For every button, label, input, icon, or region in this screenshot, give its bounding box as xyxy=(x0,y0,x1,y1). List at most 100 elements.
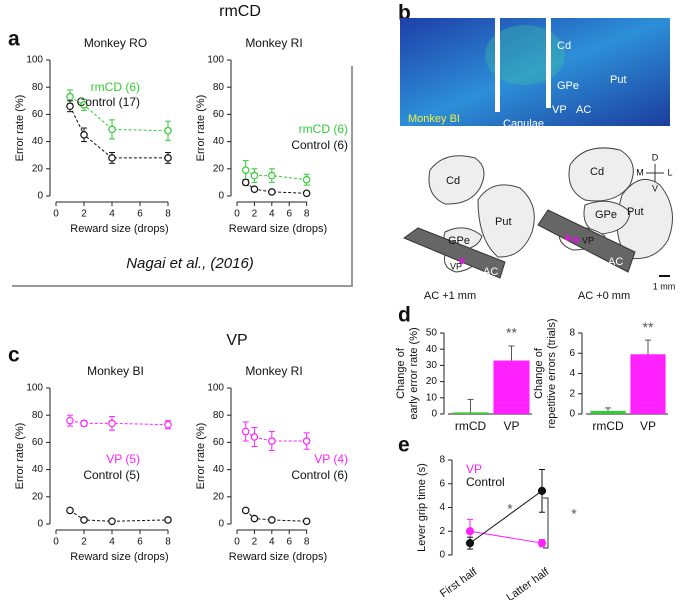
x-tick-label: 6 xyxy=(286,209,292,220)
data-point xyxy=(164,126,172,135)
x-tick-label: rmCD xyxy=(592,419,624,433)
y-tick-label: 40 xyxy=(32,136,44,147)
y-tick-label: 6 xyxy=(439,478,445,489)
series-line xyxy=(69,106,168,159)
data-point xyxy=(80,101,88,109)
image-label: Monkey BI xyxy=(408,113,460,125)
series-line xyxy=(69,509,169,522)
significance: * xyxy=(507,501,513,517)
y-tick-label: 80 xyxy=(213,82,225,93)
injection-site xyxy=(573,237,579,243)
y-tick-label: 0 xyxy=(569,409,575,420)
data-point xyxy=(250,185,259,194)
x-axis-label: Reward size (drops) xyxy=(229,551,327,563)
data-point xyxy=(164,516,172,524)
panel-letter: c xyxy=(8,344,20,367)
legend-label: rmCD (6) xyxy=(91,80,140,94)
y-tick-label: 8 xyxy=(569,328,575,339)
y-tick-label: 20 xyxy=(32,163,44,174)
data-point xyxy=(302,437,311,445)
panel-header: rmCD xyxy=(219,3,261,20)
data-point xyxy=(302,517,311,526)
y-tick-label: 4 xyxy=(569,368,575,379)
panel-header: VP xyxy=(226,332,247,349)
data-point xyxy=(250,433,259,441)
bar xyxy=(452,412,489,414)
y-tick-label: 50 xyxy=(426,328,438,339)
y-tick-label: 20 xyxy=(426,376,438,387)
y-tick-label: 60 xyxy=(213,437,225,448)
legend-label: Control (17) xyxy=(77,95,140,109)
bar xyxy=(493,360,530,414)
x-tick-label: 4 xyxy=(269,537,275,548)
data-point xyxy=(268,171,276,180)
data-point xyxy=(537,486,547,495)
image-label: AC xyxy=(576,104,591,116)
data-point xyxy=(108,517,116,526)
atlas-label: AC xyxy=(608,256,623,268)
x-tick-label: 0 xyxy=(234,209,240,220)
data-point xyxy=(80,419,88,428)
image-label: Put xyxy=(610,74,627,86)
data-point xyxy=(66,416,74,425)
citation: Nagai et al., (2016) xyxy=(126,255,254,272)
data-point xyxy=(108,125,116,134)
atlas-label: Put xyxy=(627,206,644,218)
chart-title: Monkey RI xyxy=(245,364,302,378)
bracket xyxy=(543,497,549,549)
y-tick-label: 2 xyxy=(439,526,445,537)
significance: * xyxy=(571,505,577,521)
region xyxy=(428,155,485,205)
atlas-label: AC xyxy=(483,266,498,278)
y-tick-label: 0 xyxy=(439,550,445,561)
series-line xyxy=(469,530,543,544)
legend-label: Control (5) xyxy=(83,468,140,482)
data-point xyxy=(250,514,259,523)
data-point xyxy=(80,516,88,524)
x-tick-label: 8 xyxy=(304,537,310,548)
x-tick-label: 0 xyxy=(234,537,240,548)
legend-label: VP (4) xyxy=(314,452,348,466)
y-tick-label: 80 xyxy=(32,82,44,93)
data-point xyxy=(268,188,276,196)
orientation-label: L xyxy=(667,167,672,177)
data-point xyxy=(164,154,172,162)
data-point xyxy=(108,419,116,428)
y-axis-label: Change of xyxy=(395,347,407,399)
legend-label: VP xyxy=(466,462,482,476)
chart-title: Monkey RO xyxy=(84,36,147,50)
x-tick-label: 0 xyxy=(53,537,59,548)
y-tick-label: 20 xyxy=(32,491,44,502)
atlas-label: VP xyxy=(450,261,462,271)
atlas-label: VP xyxy=(582,235,594,245)
data-point xyxy=(164,420,172,429)
data-point xyxy=(250,171,259,180)
y-tick-label: 60 xyxy=(213,109,225,120)
data-point xyxy=(302,175,311,184)
y-axis-label: Error rate (%) xyxy=(195,423,207,490)
x-tick-label: rmCD xyxy=(455,419,487,433)
y-tick-label: 2 xyxy=(569,388,575,399)
legend-label: Control (6) xyxy=(291,468,348,482)
atlas-caption: AC +0 mm xyxy=(578,290,630,302)
region xyxy=(402,227,506,279)
x-tick-label: 8 xyxy=(165,209,171,220)
region xyxy=(537,209,636,273)
x-tick-label: 2 xyxy=(81,537,87,548)
y-axis-label: Lever grip time (s) xyxy=(416,463,428,552)
atlas-label: Cd xyxy=(446,175,460,187)
y-tick-label: 60 xyxy=(32,437,44,448)
cannula xyxy=(546,18,551,108)
image-region xyxy=(485,25,565,85)
data-point xyxy=(241,427,250,436)
x-axis-label: Reward size (drops) xyxy=(70,223,168,235)
y-tick-label: 100 xyxy=(26,383,43,394)
y-axis-label: repetitive errors (trials) xyxy=(546,318,558,428)
series-line xyxy=(469,490,543,544)
x-tick-label: VP xyxy=(640,419,656,433)
atlas-label: Put xyxy=(495,216,512,228)
data-point xyxy=(302,189,311,198)
y-tick-label: 30 xyxy=(426,360,438,371)
y-axis-label: Change of xyxy=(533,347,545,399)
series-line xyxy=(245,431,307,442)
